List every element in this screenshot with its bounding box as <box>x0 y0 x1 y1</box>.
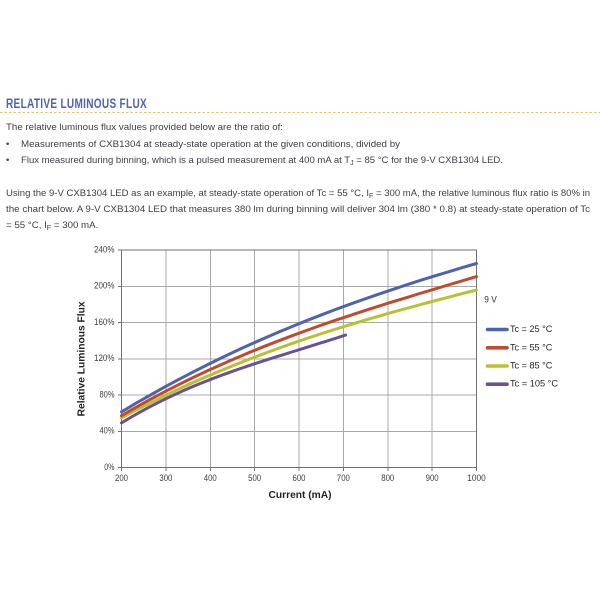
svg-text:0%: 0% <box>104 462 114 472</box>
svg-text:900: 900 <box>426 473 439 483</box>
svg-text:160%: 160% <box>94 317 115 327</box>
svg-text:40%: 40% <box>100 426 115 436</box>
svg-text:400: 400 <box>204 473 217 483</box>
svg-text:240%: 240% <box>94 244 115 254</box>
svg-text:Relative Luminous Flux: Relative Luminous Flux <box>76 301 88 416</box>
svg-text:1000: 1000 <box>467 473 486 483</box>
svg-text:300: 300 <box>159 473 172 483</box>
svg-text:9 V: 9 V <box>484 294 497 304</box>
svg-text:700: 700 <box>337 473 350 483</box>
svg-text:Tc = 105 °C: Tc = 105 °C <box>510 379 559 389</box>
svg-text:200: 200 <box>115 473 128 483</box>
svg-text:800: 800 <box>381 473 394 483</box>
svg-text:120%: 120% <box>94 353 115 363</box>
svg-text:Tc = 55 °C: Tc = 55 °C <box>510 342 553 352</box>
svg-text:Current (mA): Current (mA) <box>269 490 332 501</box>
svg-text:Tc = 85 °C: Tc = 85 °C <box>510 361 553 371</box>
svg-text:Tc = 25 °C: Tc = 25 °C <box>510 324 553 334</box>
svg-text:500: 500 <box>248 473 261 483</box>
svg-text:80%: 80% <box>100 389 115 399</box>
svg-text:600: 600 <box>293 473 306 483</box>
svg-text:200%: 200% <box>94 281 115 291</box>
